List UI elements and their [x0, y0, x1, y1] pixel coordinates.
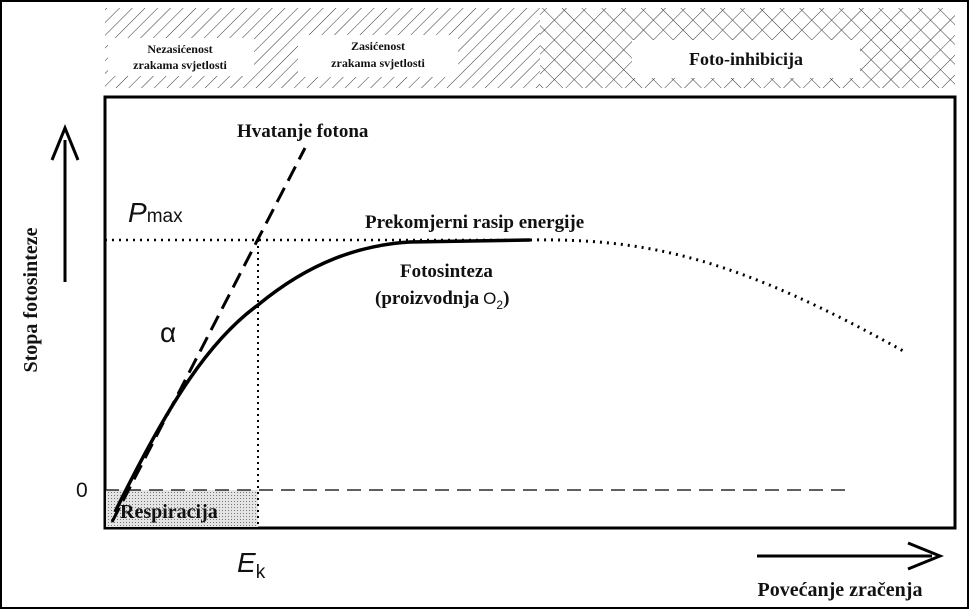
symbol: E: [237, 547, 256, 578]
text: (proizvodnja: [375, 288, 480, 309]
label: Respiracija: [120, 501, 218, 523]
respiration-area: [106, 490, 258, 527]
symbol: O: [483, 289, 496, 308]
photosynthesis-curve: [113, 238, 531, 513]
y-arrowhead: [50, 124, 80, 161]
initial-slope: [110, 147, 307, 523]
subscript: max: [147, 206, 183, 227]
label: (proizvodnja O2): [375, 288, 509, 312]
band-label-bg: [298, 35, 458, 77]
band-text: Nezasićenost: [147, 42, 212, 56]
band-label-bg: [108, 38, 254, 76]
band-text: zrakama svjetlosti: [331, 56, 425, 70]
label: 0: [76, 479, 88, 502]
text: ): [503, 288, 509, 309]
x-axis-label: Povećanje zračenja: [758, 579, 923, 601]
label: Hvatanje fotona: [237, 121, 369, 142]
y-axis-label: Stopa fotosinteze: [20, 227, 42, 372]
symbol: P: [128, 197, 147, 228]
x-arrowhead: [907, 541, 944, 571]
label: Fotosinteza: [400, 261, 493, 282]
band-text: zrakama svjetlosti: [133, 58, 227, 72]
plot-box: [103, 95, 957, 530]
subscript: k: [256, 562, 266, 583]
label: Pmax: [128, 197, 183, 228]
subscript: 2: [496, 298, 503, 312]
label: α: [160, 317, 176, 348]
label: Ek: [237, 547, 266, 583]
band-text: Zasićenost: [351, 39, 405, 53]
label: Prekomjerni rasip energije: [365, 212, 584, 233]
band-text: Foto-inhibicija: [689, 49, 803, 69]
band-label-bg: [632, 40, 860, 78]
